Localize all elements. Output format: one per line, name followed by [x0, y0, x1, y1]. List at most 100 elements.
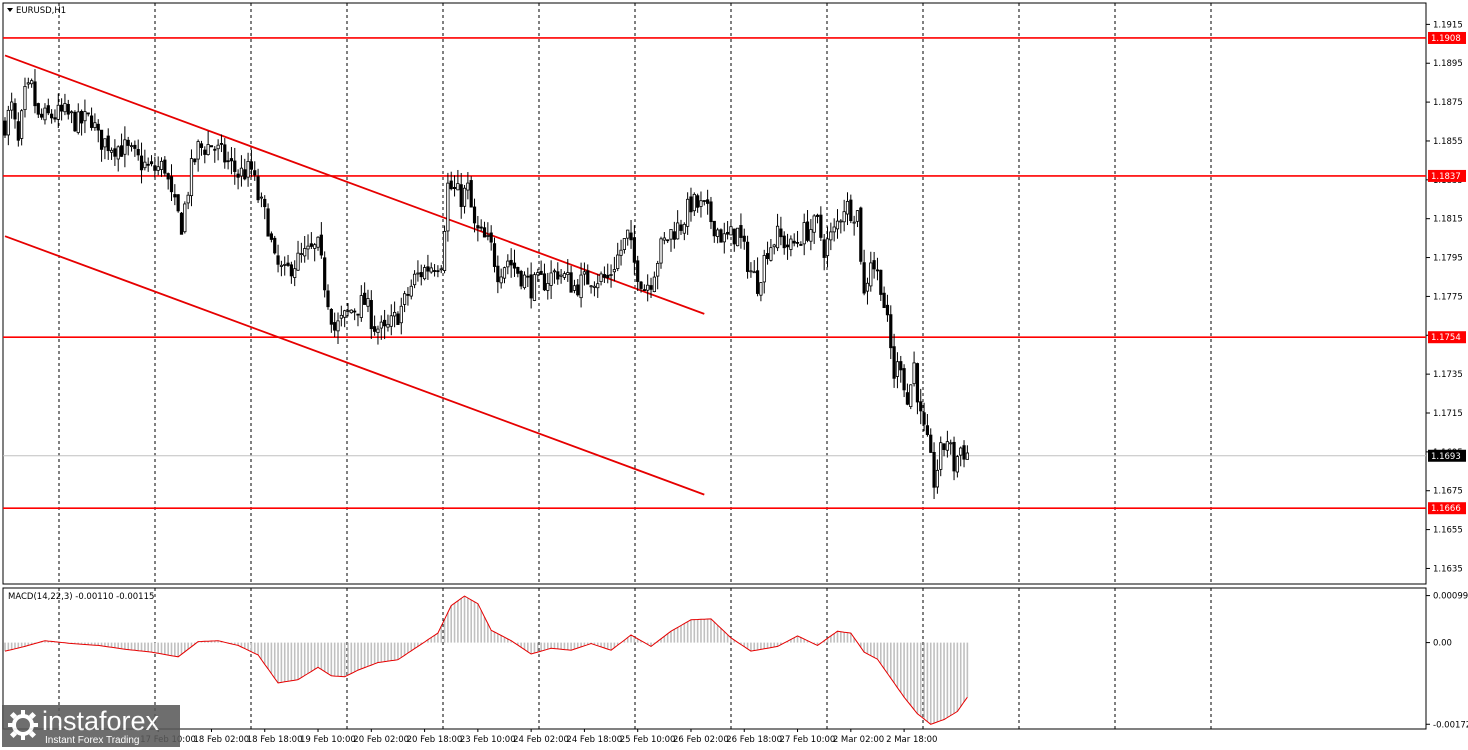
candle-body [419, 272, 423, 278]
x-tick-label: 25 Feb 10:00 [620, 735, 676, 745]
candle-body [13, 103, 17, 120]
candle-body [422, 267, 427, 280]
x-tick-label: 24 Feb 02:00 [513, 735, 569, 745]
candle-body [522, 274, 527, 289]
candle-body [639, 281, 643, 289]
candle-body [10, 101, 14, 111]
candle-body [929, 434, 933, 453]
candle-body [99, 129, 104, 150]
candle-body [76, 111, 80, 133]
candle-body [845, 201, 850, 215]
level-label: 1.1837 [1431, 172, 1461, 182]
candle-body [83, 111, 87, 122]
candle-body [596, 283, 600, 289]
candle-body [859, 207, 863, 262]
candle-body [469, 180, 473, 208]
candle-body [16, 121, 20, 141]
candle-body [945, 441, 949, 451]
candle-body [26, 82, 30, 85]
candle-body [93, 122, 97, 128]
candle-body [139, 155, 144, 171]
candle-body [219, 143, 224, 145]
candle-body [146, 163, 150, 166]
candle-body [486, 235, 490, 237]
candle-body [686, 198, 690, 227]
candle-body [769, 247, 773, 261]
level-label: 1.1666 [1431, 504, 1461, 514]
candle-body [326, 290, 330, 308]
y-tick-label: 1.1735 [1433, 370, 1463, 380]
candle-body [369, 300, 373, 330]
candle-body [186, 194, 190, 204]
x-tick-label: 2 Mar 02:00 [833, 735, 884, 745]
candle-body [133, 144, 137, 149]
candle-body [609, 274, 613, 276]
candle-body [835, 220, 840, 230]
level-label-box [1428, 331, 1466, 344]
candle-body [306, 245, 310, 250]
y-tick-label: 1.1635 [1433, 564, 1463, 574]
candle-body [902, 368, 906, 391]
candle-body [229, 158, 234, 162]
candle-body [466, 182, 470, 191]
candle-body [752, 271, 756, 274]
candle-body [499, 276, 503, 284]
candle-body [269, 233, 274, 240]
candle-body [606, 274, 610, 279]
candle-body [109, 149, 114, 153]
candle-body [919, 401, 923, 412]
candle-body [336, 320, 340, 332]
candle-body [669, 229, 673, 240]
candle-body [103, 138, 107, 148]
candle-body [706, 199, 710, 204]
current-price-box [1428, 449, 1466, 462]
candle-body [179, 212, 184, 235]
candle-body [263, 198, 267, 208]
x-tick-label: 24 Feb 18:00 [566, 735, 622, 745]
candle-body [582, 271, 587, 275]
candle-body [559, 274, 563, 277]
candle-body [303, 248, 307, 257]
candle-body [592, 285, 597, 288]
candle-body [273, 237, 277, 254]
candle-body [173, 194, 177, 198]
candle-body [566, 272, 570, 275]
candle-body [33, 81, 37, 107]
channel-line[interactable] [4, 235, 705, 496]
candle-body [809, 229, 813, 242]
dropdown-triangle-icon[interactable] [7, 8, 13, 12]
candle-body [193, 158, 197, 163]
current-price-label: 1.1693 [1431, 452, 1461, 462]
candle-body [792, 240, 796, 244]
candle-body [243, 169, 247, 180]
x-tick-label: 19 Feb 10:00 [300, 735, 356, 745]
candle-body [309, 243, 313, 247]
candle-body [882, 292, 886, 309]
candle-body [696, 195, 700, 208]
candle-body [612, 269, 616, 273]
candle-body [955, 456, 959, 473]
candle-body [123, 139, 127, 155]
candle-body [546, 282, 550, 291]
candle-body [209, 145, 214, 148]
candle-body [732, 228, 736, 245]
candle-body [569, 272, 573, 293]
candle-body [233, 160, 237, 172]
candle-body [765, 253, 770, 260]
y-tick-label: 1.1815 [1433, 215, 1463, 225]
candle-body [576, 284, 580, 296]
candle-body [629, 232, 633, 241]
macd-y-tick-label: -0.00172 [1433, 720, 1468, 730]
candle-body [925, 425, 930, 435]
candle-body [196, 141, 200, 160]
candle-body [755, 270, 760, 294]
candle-body [286, 262, 290, 266]
candle-body [246, 160, 250, 178]
candle-body [366, 298, 370, 307]
candle-body [935, 469, 940, 488]
candle-body [136, 149, 140, 156]
x-tick-label: 20 Feb 18:00 [407, 735, 463, 745]
candle-body [30, 80, 34, 85]
